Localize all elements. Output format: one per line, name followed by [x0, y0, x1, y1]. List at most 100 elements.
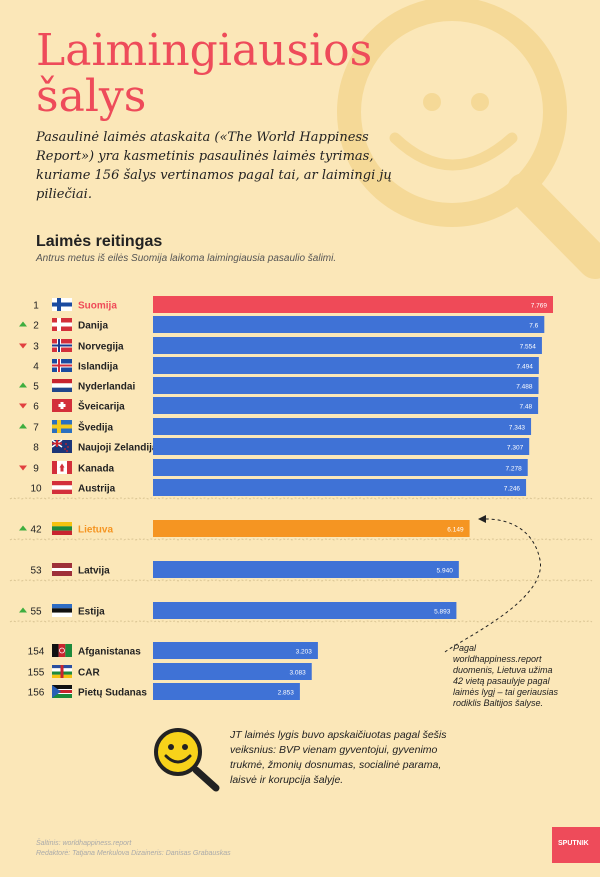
rank-up-arrow-icon — [19, 423, 27, 429]
rank-number: 155 — [28, 668, 45, 679]
country-name: Nyderlandai — [78, 382, 135, 393]
value-label: 7.6 — [529, 323, 538, 330]
bar-ch — [153, 397, 539, 414]
country-name: CAR — [78, 668, 100, 679]
bar-lt — [153, 520, 470, 537]
country-name: Austrija — [78, 484, 116, 495]
note-connector-line — [444, 518, 541, 653]
rank-number: 6 — [33, 402, 39, 413]
page-title: Laimingiausios šalys — [36, 25, 373, 122]
flag-is-icon — [52, 364, 72, 367]
country-name: Pietų Sudanas — [78, 688, 147, 699]
value-label: 7.554 — [520, 344, 537, 351]
rank-down-arrow-icon — [19, 403, 27, 409]
lithuania-note: Pagal worldhappiness.report duomenis, Li… — [453, 643, 559, 708]
bar-no — [153, 337, 542, 354]
bar-nl — [153, 377, 539, 394]
value-label: 3.203 — [296, 649, 313, 656]
flag-af-icon — [59, 647, 65, 654]
value-label: 2.853 — [278, 690, 295, 697]
flag-nz-icon — [66, 450, 68, 452]
smiley-magnifier-icon — [154, 728, 220, 792]
bar-lv — [153, 561, 459, 578]
bar-at — [153, 479, 527, 496]
country-name: Afganistanas — [78, 647, 141, 658]
rank-number: 55 — [30, 607, 42, 618]
flag-cf-icon — [60, 665, 64, 678]
country-name: Naujoji Zelandija — [78, 443, 158, 454]
value-label: 7.246 — [504, 486, 521, 493]
group-separator — [9, 538, 593, 541]
rank-number: 4 — [33, 362, 39, 373]
value-label: 7.494 — [517, 364, 534, 371]
bar-dk — [153, 316, 545, 333]
group-separator — [9, 620, 593, 623]
flag-at-icon — [52, 489, 72, 494]
rank-number: 154 — [28, 647, 45, 658]
value-label: 7.488 — [516, 384, 533, 391]
group-separator — [9, 497, 593, 500]
flag-fi-icon — [52, 302, 72, 307]
rank-number: 42 — [30, 525, 42, 536]
flag-ch-icon — [58, 404, 66, 407]
chart-title: Laimės reitingas — [36, 233, 163, 250]
bar-fi — [153, 296, 553, 313]
flag-nl-icon — [52, 387, 72, 392]
credit-text: Redaktorė: Tatjana Merkulova Dizaineris:… — [36, 850, 231, 857]
rank-number: 9 — [33, 464, 39, 475]
bar-ca — [153, 459, 528, 476]
flag-ee-icon — [52, 612, 72, 617]
flag-se-icon — [52, 424, 72, 429]
flag-ca-icon — [59, 463, 65, 472]
country-name: Danija — [78, 321, 108, 332]
rank-number: 3 — [33, 342, 39, 353]
rank-down-arrow-icon — [19, 465, 27, 471]
rank-up-arrow-icon — [19, 607, 27, 613]
value-label: 3.083 — [289, 670, 306, 677]
country-name: Norvegija — [78, 342, 124, 353]
group-separator — [9, 579, 593, 582]
rank-number: 7 — [33, 423, 39, 434]
rank-number: 53 — [30, 566, 42, 577]
rank-up-arrow-icon — [19, 321, 27, 327]
flag-lv-icon — [52, 568, 72, 571]
rank-number: 10 — [30, 484, 42, 495]
bar-nz — [153, 438, 530, 455]
bar-is — [153, 357, 539, 374]
logo-text: SPUTNIK — [558, 840, 589, 847]
value-label: 7.48 — [519, 404, 532, 411]
value-label: 7.343 — [509, 425, 526, 432]
value-label: 6.149 — [447, 527, 464, 534]
value-label: 7.769 — [531, 303, 548, 310]
rank-down-arrow-icon — [19, 343, 27, 349]
flag-no-icon — [52, 344, 72, 347]
rank-number: 8 — [33, 443, 39, 454]
bar-af — [153, 642, 318, 659]
rank-up-arrow-icon — [19, 382, 27, 388]
value-label: 7.307 — [507, 445, 524, 452]
country-name: Švedija — [78, 421, 113, 434]
sputnik-logo: SPUTNIK — [552, 827, 600, 863]
flag-dk-icon — [52, 322, 72, 327]
source-text: Šaltinis: worldhappiness.report — [36, 840, 132, 847]
country-name: Latvija — [78, 566, 110, 577]
bar-ss — [153, 683, 300, 700]
country-name: Estija — [78, 607, 105, 618]
bar-cf — [153, 663, 312, 680]
flag-lt-icon — [52, 530, 72, 535]
rank-up-arrow-icon — [19, 525, 27, 531]
country-name: Suomija — [78, 301, 117, 312]
note-arrowhead-icon — [478, 515, 486, 523]
country-name: Islandija — [78, 362, 118, 373]
rank-number: 1 — [33, 301, 39, 312]
value-label: 5.940 — [437, 568, 454, 575]
chart-subtitle: Antrus metus iš eilės Suomija laikoma la… — [36, 253, 337, 264]
bar-se — [153, 418, 532, 435]
country-name: Šveicarija — [78, 400, 125, 413]
rank-number: 5 — [33, 382, 39, 393]
rank-number: 156 — [28, 688, 45, 699]
rank-number: 2 — [33, 321, 39, 332]
value-label: 7.278 — [505, 466, 522, 473]
